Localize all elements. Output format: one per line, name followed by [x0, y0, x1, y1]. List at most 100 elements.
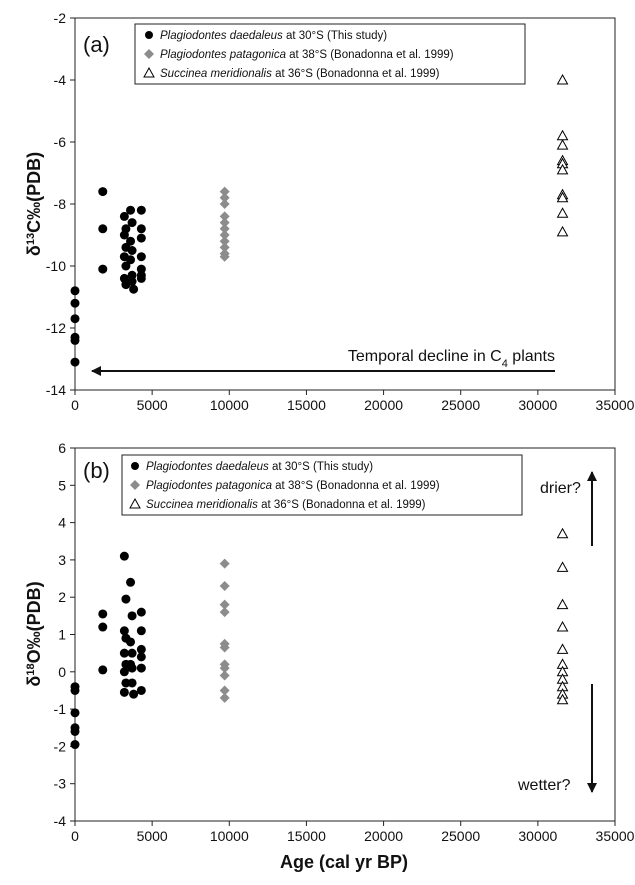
- panel-a-point-circle: [70, 357, 80, 367]
- panel-a-point-circle: [136, 205, 146, 215]
- panel-a-point-circle: [70, 335, 80, 345]
- panel-a-y-tick-label: -4: [54, 72, 67, 88]
- panel-b-y-tick-label: 1: [58, 627, 66, 643]
- panel-b-legend-box: [121, 454, 523, 516]
- panel-b-point-circle: [126, 637, 136, 647]
- panel-b-y-tick-label: -4: [54, 813, 67, 829]
- panel-b-x-tick-label: 5000: [137, 828, 168, 844]
- panel-a-x-tick-label: 35000: [596, 397, 635, 413]
- legend-b-entry-3: Succinea meridionalis at 36°S (Bonadonna…: [146, 499, 426, 511]
- panel-b-y-tick-label: -2: [54, 738, 67, 754]
- panel-b-point-circle: [119, 551, 129, 561]
- panel-b-point-triangle: [556, 598, 569, 610]
- legend-b-triangle-marker: [129, 497, 141, 509]
- panel-b-point-diamond: [219, 692, 230, 703]
- panel-b-x-tick-label: 10000: [210, 828, 249, 844]
- panel-a-point-triangle: [556, 163, 569, 175]
- panel-b-point-diamond: [219, 581, 230, 592]
- panel-b-point-circle: [98, 665, 108, 675]
- panel-a-point-circle: [136, 224, 146, 234]
- panel-a-point-triangle: [556, 207, 569, 218]
- panel-a-point-circle: [126, 255, 136, 265]
- panel-b-point-diamond: [219, 558, 230, 569]
- panel-b-point-circle: [119, 648, 129, 658]
- panel-a-point-diamond: [219, 199, 230, 209]
- panel-b-y-tick-label: 6: [58, 440, 66, 456]
- legend-b-diamond-marker: [130, 480, 140, 490]
- panel-b-x-tick-label: 30000: [518, 828, 557, 844]
- panel-b-x-tick-label: 20000: [364, 828, 403, 844]
- panel-a-chart: (a) δ13C‰(PDB) Plagiodontes daedaleus at…: [24, 10, 635, 413]
- panel-b-point-diamond: [219, 685, 230, 696]
- panel-b-point-triangle: [556, 621, 569, 632]
- panel-a-point-circle: [126, 205, 136, 215]
- legend-b-entry-1: Plagiodontes daedaleus at 30°S (This stu…: [146, 461, 373, 473]
- legend-a-triangle-marker: [143, 66, 155, 78]
- panel-b-point-circle: [119, 626, 129, 636]
- drier-label: drier?: [540, 480, 581, 497]
- panel-b-point-diamond: [219, 670, 230, 681]
- panel-a-point-circle: [136, 252, 146, 262]
- panel-a-point-triangle: [556, 139, 569, 150]
- panel-a-point-diamond: [219, 192, 230, 203]
- panel-b-y-tick-label: 5: [58, 477, 66, 493]
- panel-a-point-circle: [127, 270, 137, 280]
- panel-a-point-diamond: [219, 230, 230, 240]
- panel-a-point-circle: [98, 187, 108, 197]
- panel-a-x-tick-label: 20000: [364, 397, 403, 413]
- panel-b-point-circle: [129, 689, 139, 699]
- panel-a-x-tick-label: 25000: [441, 397, 480, 413]
- panel-b-point-circle: [98, 622, 108, 632]
- legend-a-entry-1: Plagiodontes daedaleus at 30°S (This stu…: [160, 30, 387, 42]
- panel-b-annotations: drier? wetter?: [517, 471, 597, 794]
- panel-a-point-triangle: [556, 73, 569, 85]
- panel-b-y-tick-label: 2: [58, 589, 66, 605]
- panel-a-x-tick-label: 0: [71, 397, 79, 413]
- panel-a-point-circle: [121, 261, 131, 271]
- panel-a-point-diamond: [219, 211, 230, 222]
- panel-b-point-circle: [136, 607, 146, 617]
- panel-b-point-triangle: [556, 561, 569, 572]
- panel-b-point-circle: [70, 740, 80, 750]
- panel-b-point-circle: [98, 609, 108, 619]
- panel-a-point-circle: [98, 264, 108, 274]
- panel-a-point-circle: [136, 273, 146, 283]
- panel-b-point-circle: [127, 663, 137, 673]
- panel-b-point-circle: [121, 678, 131, 688]
- panel-a-y-tick-label: -8: [54, 196, 67, 212]
- panel-b-y-tick-label: 0: [58, 664, 66, 680]
- panel-b-legend: Plagiodontes daedaleus at 30°S (This stu…: [121, 454, 523, 516]
- panel-a-point-circle: [70, 298, 80, 308]
- panel-b-ylabel: δ18O‰(PDB): [24, 581, 44, 686]
- panel-a-point-diamond: [219, 242, 230, 253]
- panel-a-point-circle: [127, 277, 137, 286]
- panel-b-point-circle: [70, 708, 80, 718]
- panel-a-y-tick-label: -14: [46, 382, 66, 398]
- panel-b-point-circle: [70, 726, 80, 736]
- panel-a-x-tick-label: 15000: [287, 397, 326, 413]
- panel-a-point-circle: [129, 284, 139, 294]
- panel-b-point-circle: [70, 685, 80, 695]
- panel-a-point-diamond: [219, 217, 230, 228]
- legend-b-entry-2: Plagiodontes patagonica at 38°S (Bonadon…: [146, 480, 440, 492]
- panel-a-x-tick-label: 30000: [518, 397, 557, 413]
- panel-a-point-circle: [136, 264, 146, 274]
- panel-a-point-circle: [126, 236, 136, 246]
- panel-a-x-tick-label: 10000: [210, 397, 249, 413]
- panel-b-point-circle: [136, 652, 146, 662]
- panel-b-x-tick-label: 15000: [287, 828, 326, 844]
- panel-b-point-circle: [127, 648, 137, 658]
- panel-b-point-circle: [136, 626, 146, 636]
- panel-a-point-triangle: [556, 129, 569, 141]
- panel-a-point-diamond: [219, 236, 230, 247]
- panel-b-y-tick-label: -1: [54, 701, 67, 717]
- panel-a-point-circle: [127, 218, 137, 228]
- panel-a-point-circle: [127, 246, 137, 255]
- panel-a-label: (a): [83, 32, 110, 57]
- legend-a-entry-2: Plagiodontes patagonica at 38°S (Bonadon…: [160, 49, 454, 61]
- panel-b-y-tick-label: 3: [58, 552, 66, 568]
- panel-b-point-circle: [119, 667, 129, 677]
- panel-b-y-tick-label: 4: [58, 515, 66, 531]
- panel-a-point-triangle: [556, 191, 569, 203]
